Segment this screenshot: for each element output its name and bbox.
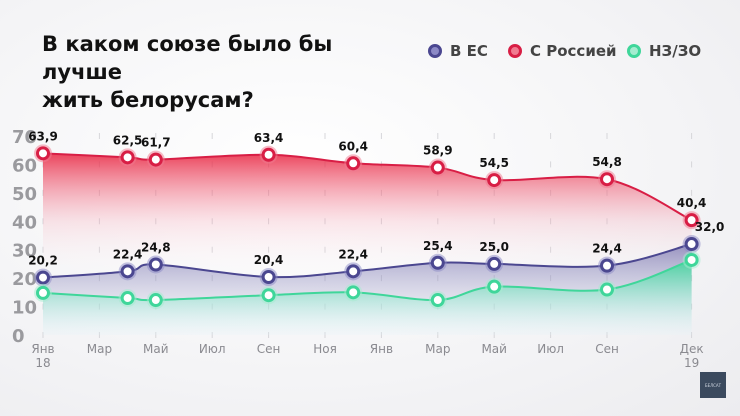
x-tick-label: Мар xyxy=(87,342,112,356)
point-russia xyxy=(684,213,699,228)
x-tick-year: 18 xyxy=(35,356,50,370)
data-label-eu: 25,0 xyxy=(479,240,509,254)
x-tick-label: Июл xyxy=(537,342,564,356)
point-eu xyxy=(120,264,135,279)
point-eu xyxy=(684,237,699,252)
point-russia xyxy=(487,173,502,188)
data-label-russia: 54,5 xyxy=(479,156,509,170)
legend-item-undecided: НЗ/ЗО xyxy=(627,42,701,60)
area-russia xyxy=(43,153,692,279)
point-undecided xyxy=(36,285,50,300)
y-tick-label: 50 xyxy=(12,184,37,205)
point-russia xyxy=(120,150,135,165)
y-tick-label: 10 xyxy=(12,298,37,319)
data-label-eu: 32,0 xyxy=(695,220,725,234)
y-tick-label: 70 xyxy=(12,127,37,148)
data-label-russia: 60,4 xyxy=(338,139,368,153)
data-label-russia: 63,9 xyxy=(28,129,58,143)
data-label-eu: 25,4 xyxy=(423,239,453,253)
x-tick-label: Янв xyxy=(370,342,393,356)
y-tick-label: 40 xyxy=(12,212,37,233)
x-tick-year: 19 xyxy=(684,356,699,370)
title-line-1: В каком союзе было бы лучше xyxy=(42,32,333,84)
data-label-eu: 22,4 xyxy=(113,247,143,261)
data-label-eu: 20,2 xyxy=(28,254,58,268)
data-label-eu: 24,4 xyxy=(592,242,622,256)
data-label-russia: 58,9 xyxy=(423,144,453,158)
x-tick-label: Дек xyxy=(680,342,704,356)
point-undecided xyxy=(120,291,135,306)
point-eu xyxy=(261,270,276,285)
y-tick-label: 0 xyxy=(12,326,25,347)
point-russia xyxy=(148,152,163,167)
point-undecided xyxy=(148,293,163,308)
legend-item-eu: В ЕС xyxy=(428,42,488,60)
x-tick-label: Май xyxy=(481,342,507,356)
x-tick-label: Июл xyxy=(199,342,226,356)
point-undecided xyxy=(346,285,361,300)
point-undecided xyxy=(684,252,699,267)
point-eu xyxy=(487,256,502,271)
point-eu xyxy=(346,264,361,279)
point-russia xyxy=(261,147,276,162)
belsat-logo: БЕЛСАТ xyxy=(700,372,726,398)
point-eu xyxy=(430,255,445,270)
legend-marker-undecided xyxy=(627,44,641,58)
point-undecided xyxy=(487,279,502,294)
data-label-russia: 40,4 xyxy=(677,196,707,210)
title-line-2: жить белорусам? xyxy=(42,88,254,112)
x-tick-label: Ноя xyxy=(313,342,337,356)
legend-label-russia: С Россией xyxy=(530,42,617,60)
y-tick-label: 20 xyxy=(12,269,37,290)
x-tick-label: Янв xyxy=(31,342,54,356)
point-russia xyxy=(430,160,445,175)
point-russia xyxy=(36,146,50,161)
x-tick-label: Мар xyxy=(425,342,450,356)
chart-title: В каком союзе было бы лучше жить белорус… xyxy=(42,30,402,114)
area-undecided xyxy=(43,259,692,335)
legend-item-russia: С Россией xyxy=(508,42,617,60)
y-tick-label: 60 xyxy=(12,155,37,176)
legend-marker-russia xyxy=(508,44,522,58)
data-label-eu: 20,4 xyxy=(254,253,284,267)
point-undecided xyxy=(261,288,276,303)
point-russia xyxy=(600,172,614,187)
point-undecided xyxy=(600,282,614,297)
data-label-eu: 22,4 xyxy=(338,247,368,261)
point-russia xyxy=(346,156,361,171)
point-eu xyxy=(600,258,614,273)
data-label-eu: 24,8 xyxy=(141,240,171,254)
y-tick-label: 30 xyxy=(12,241,37,262)
point-undecided xyxy=(430,293,445,308)
point-eu xyxy=(148,257,163,272)
legend-marker-eu xyxy=(428,44,442,58)
legend-label-undecided: НЗ/ЗО xyxy=(649,42,702,60)
data-label-russia: 54,8 xyxy=(592,155,622,169)
data-label-russia: 63,4 xyxy=(254,131,284,145)
legend-label-eu: В ЕС xyxy=(450,42,488,60)
x-tick-label: Май xyxy=(143,342,169,356)
x-tick-label: Сен xyxy=(257,342,281,356)
x-tick-label: Сен xyxy=(595,342,619,356)
data-label-russia: 62,5 xyxy=(113,133,143,147)
data-label-russia: 61,7 xyxy=(141,136,171,150)
point-eu xyxy=(36,270,50,285)
